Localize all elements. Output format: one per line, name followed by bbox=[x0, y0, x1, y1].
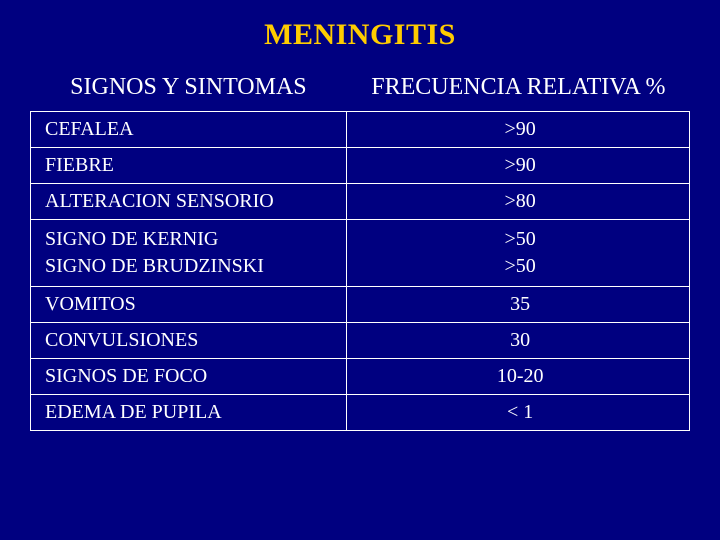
symptom-value: 35 bbox=[347, 287, 690, 323]
symptom-label: CONVULSIONES bbox=[31, 323, 347, 359]
symptom-label: EDEMA DE PUPILA bbox=[31, 395, 347, 431]
symptom-label: SIGNOS DE FOCO bbox=[31, 359, 347, 395]
table-row: EDEMA DE PUPILA< 1 bbox=[31, 395, 690, 431]
table-row: CONVULSIONES30 bbox=[31, 323, 690, 359]
symptom-value: < 1 bbox=[347, 395, 690, 431]
table-row: CEFALEA>90 bbox=[31, 112, 690, 148]
symptom-value: >50>50 bbox=[347, 220, 690, 287]
header-frecuencia: FRECUENCIA RELATIVA % bbox=[347, 74, 690, 101]
slide: MENINGITIS SIGNOS Y SINTOMAS FRECUENCIA … bbox=[0, 0, 720, 540]
table-row: FIEBRE>90 bbox=[31, 148, 690, 184]
column-headers: SIGNOS Y SINTOMAS FRECUENCIA RELATIVA % bbox=[30, 74, 690, 101]
header-signos: SIGNOS Y SINTOMAS bbox=[30, 74, 347, 101]
table-row: VOMITOS35 bbox=[31, 287, 690, 323]
symptoms-table: CEFALEA>90FIEBRE>90ALTERACION SENSORIO>8… bbox=[30, 111, 690, 431]
symptom-value: 10-20 bbox=[347, 359, 690, 395]
symptom-value: 30 bbox=[347, 323, 690, 359]
symptom-label: VOMITOS bbox=[31, 287, 347, 323]
table-row: SIGNOS DE FOCO10-20 bbox=[31, 359, 690, 395]
table-row: ALTERACION SENSORIO>80 bbox=[31, 184, 690, 220]
symptom-value: >80 bbox=[347, 184, 690, 220]
symptom-label: FIEBRE bbox=[31, 148, 347, 184]
symptom-label: ALTERACION SENSORIO bbox=[31, 184, 347, 220]
slide-title: MENINGITIS bbox=[30, 18, 690, 52]
table-row: SIGNO DE KERNIGSIGNO DE BRUDZINSKI>50>50 bbox=[31, 220, 690, 287]
symptom-label: SIGNO DE KERNIGSIGNO DE BRUDZINSKI bbox=[31, 220, 347, 287]
symptom-value: >90 bbox=[347, 148, 690, 184]
symptom-value: >90 bbox=[347, 112, 690, 148]
symptom-label: CEFALEA bbox=[31, 112, 347, 148]
